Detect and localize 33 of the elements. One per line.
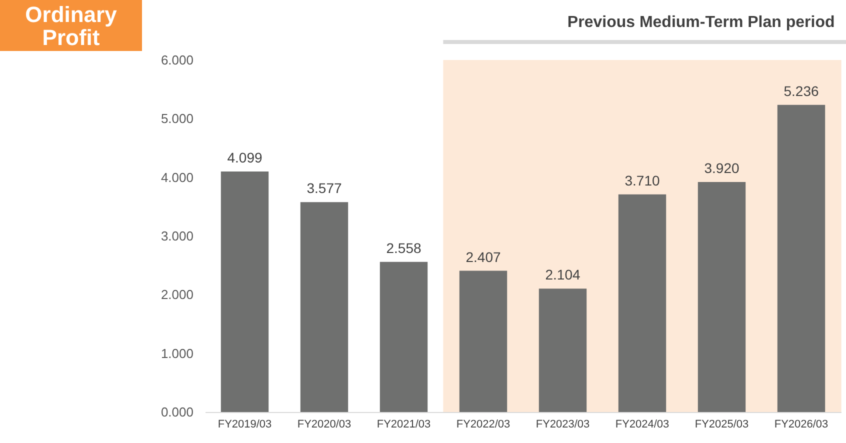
y-tick-label: 2.000: [160, 287, 194, 302]
data-label: 5.236: [784, 82, 819, 99]
y-tick-label: 3.000: [160, 228, 194, 244]
x-tick-label: FY2023/03: [536, 418, 590, 430]
y-tick-label: 0.000: [160, 404, 194, 420]
y-tick-label: 6.000: [160, 52, 194, 68]
x-tick-label: FY2021/03: [376, 418, 431, 430]
data-label: 2.104: [545, 266, 580, 283]
data-label: 2.558: [386, 240, 422, 256]
bar: [459, 270, 508, 412]
x-tick-label: FY2025/03: [694, 418, 749, 430]
band-label: Previous Medium-Term Plan period: [567, 14, 835, 31]
data-label: 3.710: [624, 172, 660, 188]
bar: [777, 104, 826, 412]
bar: [220, 172, 269, 412]
x-tick-label: FY2022/03: [456, 418, 510, 430]
data-label: 2.407: [466, 248, 501, 265]
y-tick-label: 5.000: [160, 111, 194, 126]
bar: [618, 194, 666, 412]
data-label: 3.920: [704, 160, 740, 176]
bar: [698, 182, 746, 412]
y-tick-label: 1.000: [160, 346, 194, 361]
data-label: 4.099: [227, 150, 262, 166]
chart-title: Ordinary Profit: [0, 0, 142, 51]
x-tick-label: FY2019/03: [218, 418, 272, 430]
x-tick-label: FY2026/03: [774, 418, 828, 430]
x-tick-label: FY2024/03: [615, 418, 670, 430]
data-label: 3.577: [306, 180, 342, 196]
bar: [380, 262, 428, 412]
bar: [300, 202, 348, 412]
y-tick-label: 4.000: [160, 170, 194, 185]
bar: [538, 288, 587, 412]
x-tick-label: FY2020/03: [297, 418, 352, 430]
